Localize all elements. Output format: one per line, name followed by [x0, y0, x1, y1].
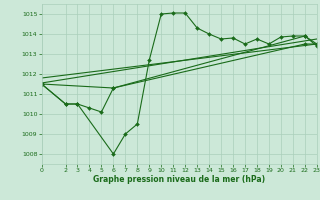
X-axis label: Graphe pression niveau de la mer (hPa): Graphe pression niveau de la mer (hPa)	[93, 175, 265, 184]
